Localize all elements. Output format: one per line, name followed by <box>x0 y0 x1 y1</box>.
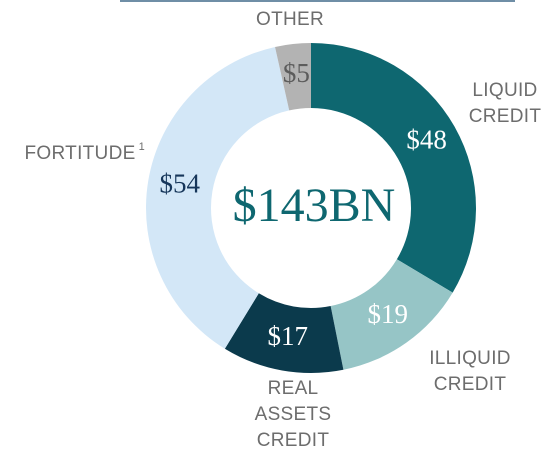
category-label: REAL ASSETS CREDIT <box>228 376 358 454</box>
donut-slice <box>311 43 476 293</box>
category-label: FORTITUDE 1 <box>10 134 145 167</box>
category-label: LIQUID CREDIT <box>455 78 545 130</box>
category-text: LIQUID CREDIT <box>468 80 542 127</box>
donut-slice <box>224 293 344 373</box>
donut-slice <box>146 46 290 349</box>
value-label: $17 <box>267 321 308 351</box>
category-text: OTHER <box>256 9 324 30</box>
category-label: OTHER <box>230 7 350 33</box>
category-label: ILLIQUID CREDIT <box>415 346 525 398</box>
value-label: $19 <box>368 299 409 329</box>
value-label: $5 <box>283 58 310 88</box>
value-label: $48 <box>406 125 447 155</box>
footnote-marker: 1 <box>138 141 145 153</box>
donut-slice <box>275 43 311 111</box>
donut-slice <box>330 259 453 370</box>
category-text: REAL ASSETS CREDIT <box>254 378 332 451</box>
value-label: $54 <box>160 168 201 198</box>
center-label: $143BN <box>233 179 396 232</box>
page: $143BN $48 $19 $17 $54 $5 LIQUID CREDIT ILLIQ… <box>10 0 545 451</box>
category-text: ILLIQUID CREDIT <box>429 348 511 395</box>
chart: $143BN $48 $19 $17 $54 $5 <box>120 0 515 373</box>
category-text: FORTITUDE <box>24 143 136 164</box>
